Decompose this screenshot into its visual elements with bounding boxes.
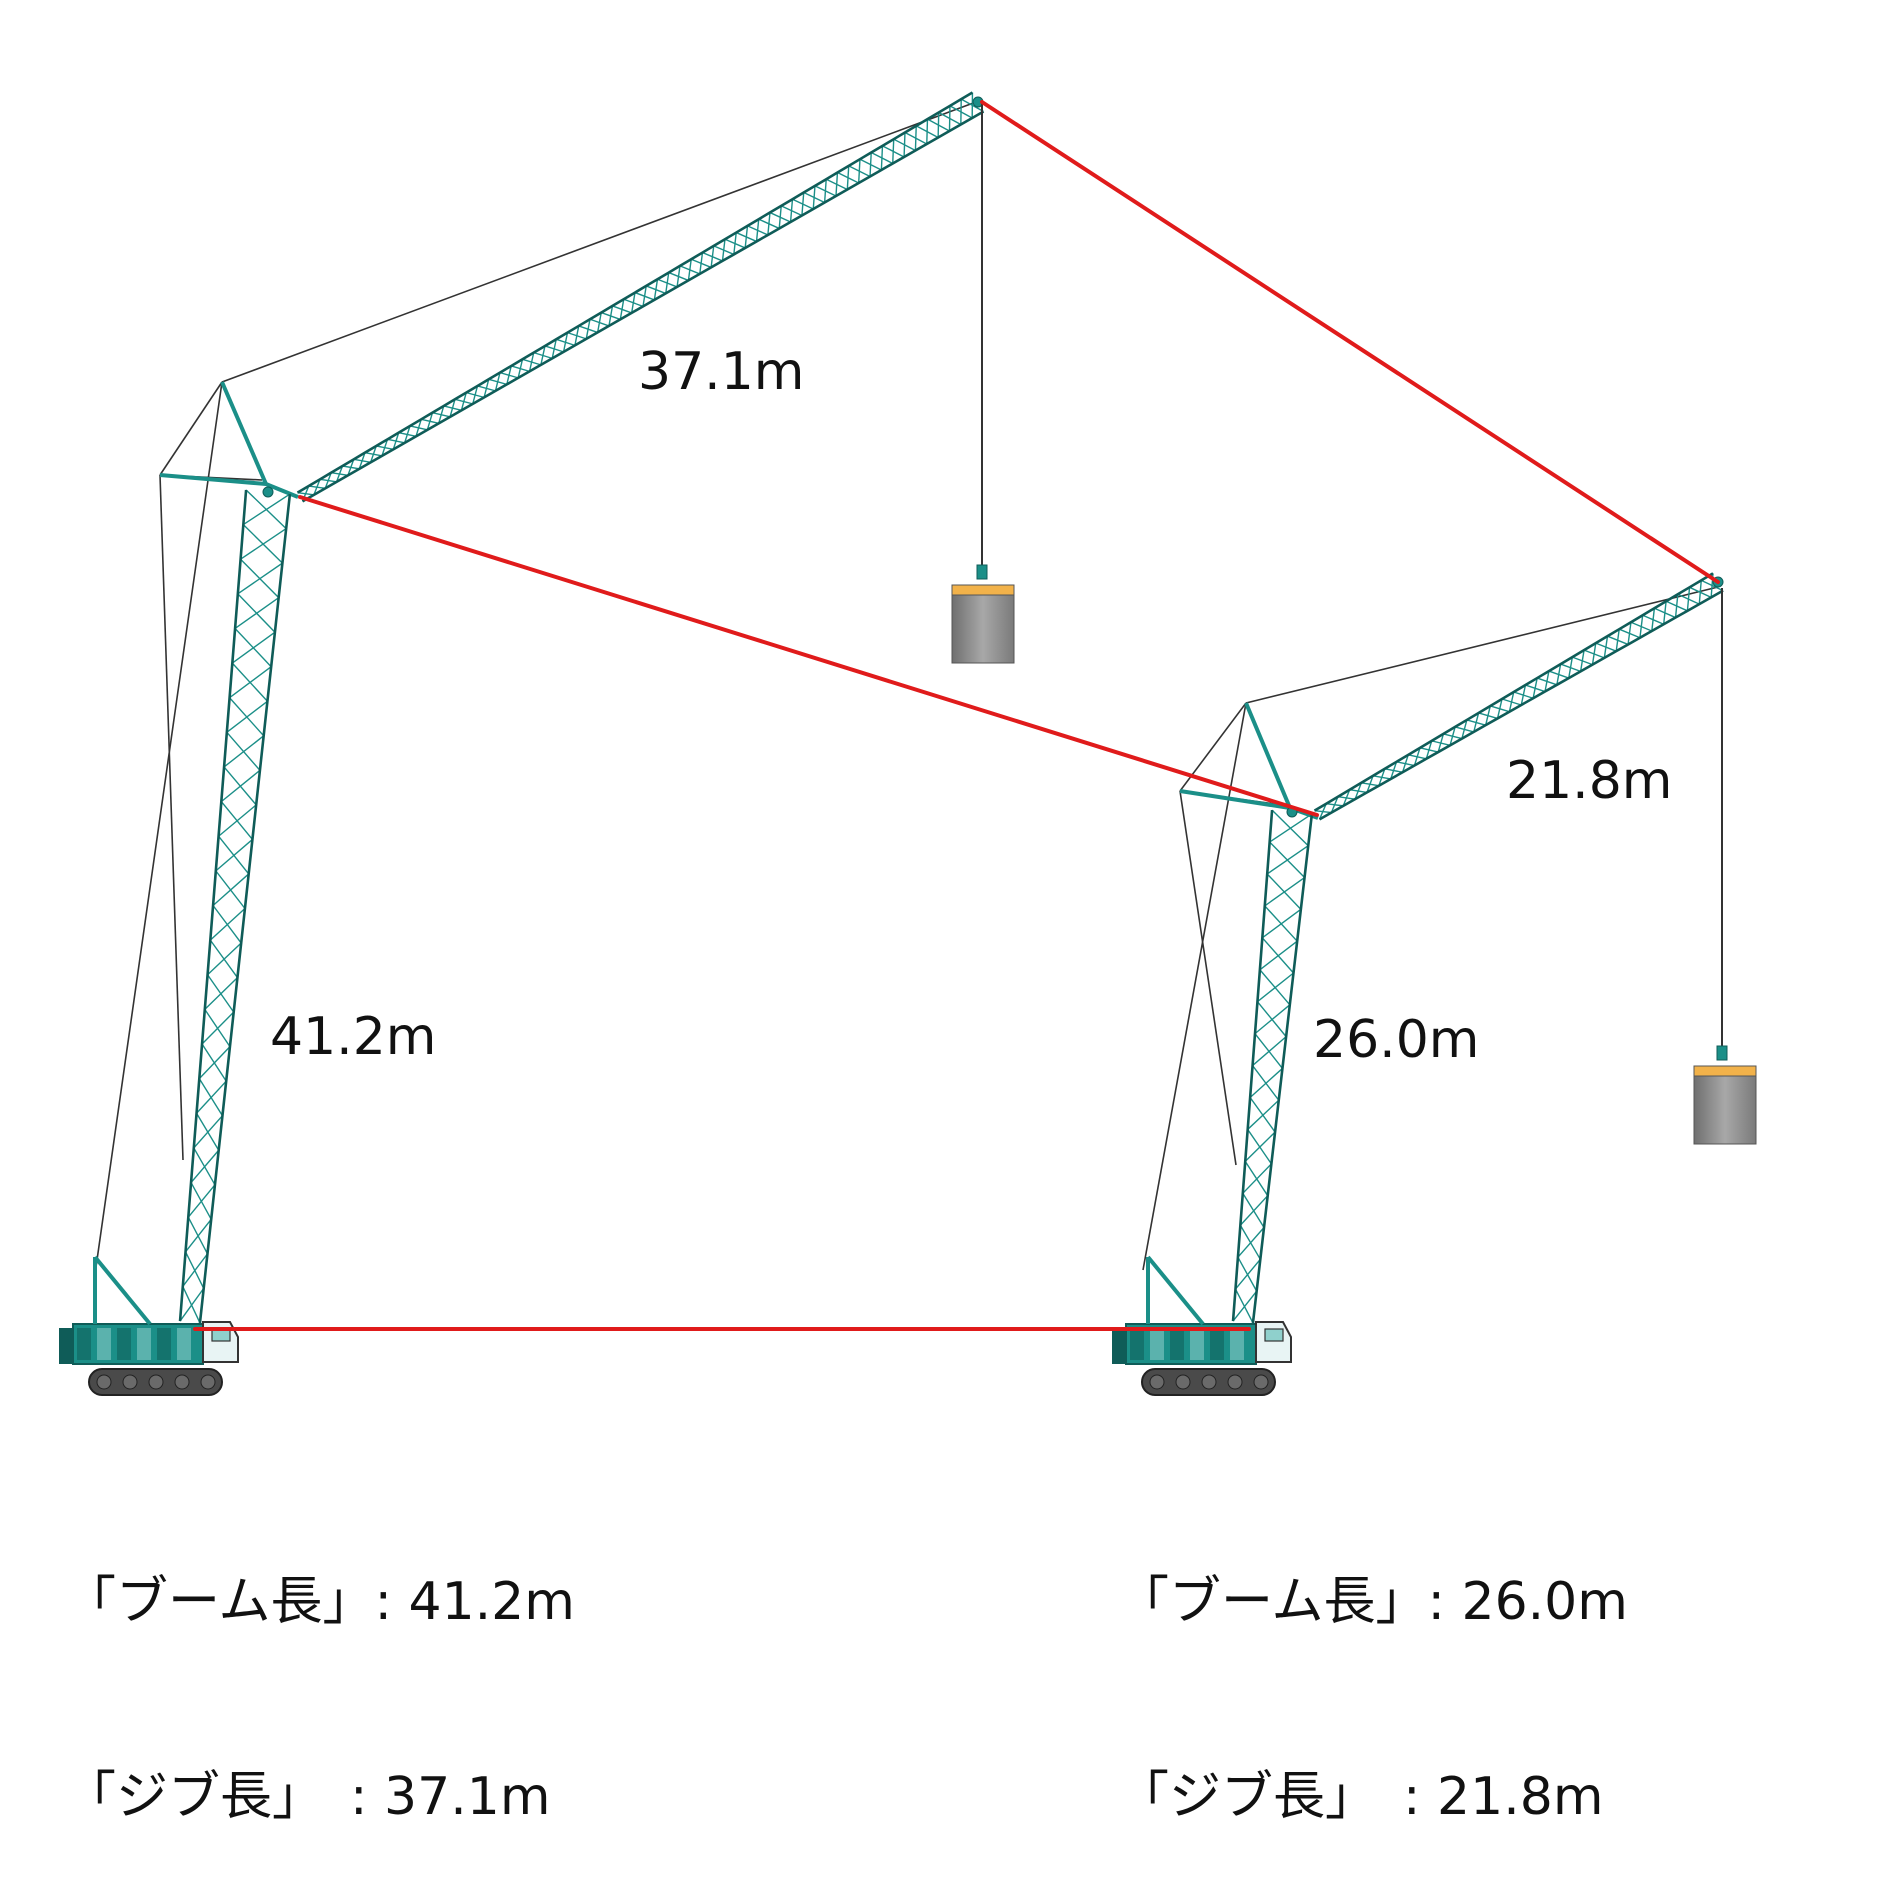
crane-1-jib bbox=[297, 92, 983, 501]
crane-2-carrier bbox=[1112, 1257, 1291, 1395]
crane-1 bbox=[59, 92, 1014, 1395]
crane-2-jib-length-label: 21.8m bbox=[1506, 755, 1672, 807]
crane-2-load bbox=[1694, 1076, 1756, 1144]
crane-1-rigging bbox=[96, 102, 976, 1267]
crane-1-load bbox=[952, 595, 1014, 663]
crane-1-carrier bbox=[59, 1257, 238, 1395]
crane-2-load-top bbox=[1694, 1066, 1756, 1076]
crane-1-spec-jib: 「ジブ長」 : 37.1m bbox=[64, 1765, 575, 1830]
crane-1-jib-length-label: 37.1m bbox=[638, 346, 804, 398]
crane-2-spec-boom: 「ブーム長」: 26.0m bbox=[1117, 1570, 1628, 1635]
crane-1-load-top bbox=[952, 585, 1014, 595]
crane-1-boom bbox=[180, 487, 290, 1323]
crane-1-specs: 「ブーム長」: 41.2m 「ジブ長」 : 37.1m bbox=[64, 1440, 575, 1895]
crane-1-boom-length-label: 41.2m bbox=[270, 1011, 436, 1063]
crane-2-hoist bbox=[1694, 588, 1756, 1144]
crane-1-spec-boom: 「ブーム長」: 41.2m bbox=[64, 1570, 575, 1635]
crane-2-hook-icon bbox=[1717, 1046, 1727, 1060]
crane-1-gantry-frame bbox=[160, 382, 298, 497]
crane-2-gantry-frame bbox=[1180, 703, 1318, 818]
reference-line-boom-tips bbox=[300, 497, 1317, 815]
crane-2-spec-jib: 「ジブ長」 : 21.8m bbox=[1117, 1765, 1628, 1830]
crane-2-specs: 「ブーム長」: 26.0m 「ジブ長」 : 21.8m bbox=[1117, 1440, 1628, 1895]
crane-1-hook-icon bbox=[977, 565, 987, 579]
reference-line-jib-tip-1 bbox=[982, 102, 1718, 582]
crane-2-rigging bbox=[1143, 587, 1718, 1270]
crane-2-boom-length-label: 26.0m bbox=[1313, 1014, 1479, 1066]
crane-2 bbox=[1112, 573, 1756, 1395]
crane-1-hoist bbox=[952, 100, 1014, 663]
crane-2-boom bbox=[1233, 807, 1312, 1323]
